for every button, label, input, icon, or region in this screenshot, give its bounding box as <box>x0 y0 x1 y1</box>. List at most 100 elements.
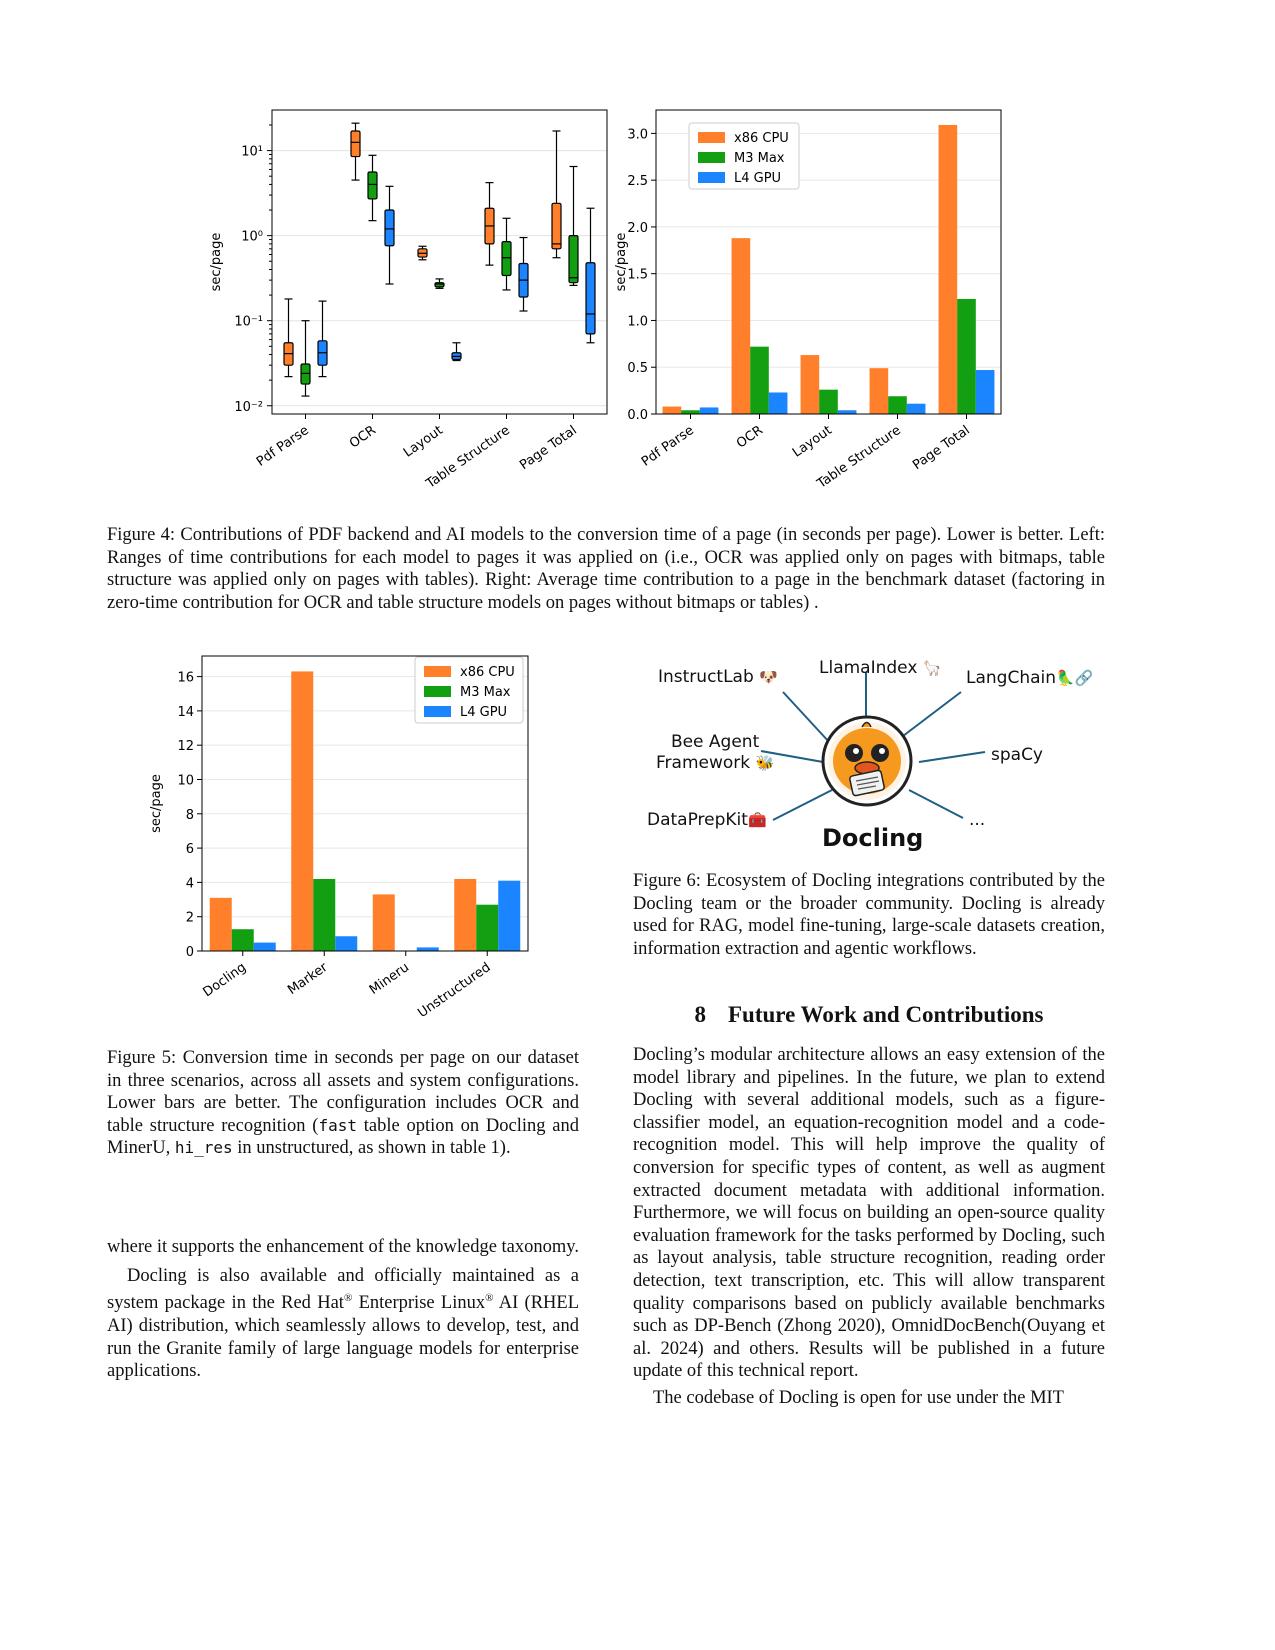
bar-m3-max <box>681 410 700 414</box>
ecosystem-connector-lines <box>760 672 986 821</box>
box-x86-cpu <box>551 202 562 250</box>
y-tick-label: 2 <box>186 911 194 926</box>
bar-l4-gpu <box>837 410 857 414</box>
y-tick-label: 8 <box>186 808 194 823</box>
figure5-caption-code-hires: hi_res <box>174 1138 233 1158</box>
x-tick-label: Pdf Parse <box>254 423 312 470</box>
left-paragraph-2-a: Docling is also available and officially… <box>107 1265 579 1314</box>
legend-swatch <box>424 666 451 677</box>
legend-label: L4 GPU <box>734 171 781 186</box>
bar-l4-gpu <box>975 370 995 414</box>
x-tick-label: Docling <box>200 960 249 1000</box>
x-tick-label: Marker <box>285 960 331 998</box>
figure5-caption-text-pre: Figure 5: Conversion time in seconds per… <box>107 1048 579 1136</box>
section8-paragraph-1: Docling’s modular architecture allows an… <box>633 1045 1105 1382</box>
bar-m3-max <box>231 929 254 951</box>
docling-center-label: Docling <box>822 824 924 852</box>
figure5-caption-text-mid: table option on Docling and MinerU, <box>107 1115 579 1159</box>
bee-icon: 🐝 <box>755 754 775 772</box>
legend-swatch <box>424 686 451 697</box>
bar-m3-max <box>313 878 336 951</box>
legend-swatch <box>698 132 725 143</box>
left-paragraph-2-b: Enterprise Linux <box>352 1293 486 1314</box>
bar-l4-gpu <box>699 407 719 414</box>
parrot-link-icon: 🦜🔗 <box>1056 669 1094 687</box>
registered-mark-2: ® <box>485 1292 494 1305</box>
bar-m3-max <box>957 298 976 414</box>
x-tick-label: OCR <box>734 423 766 452</box>
section8-text: Docling’s modular architecture allows an… <box>633 1044 1105 1410</box>
y-tick-label: 3.0 <box>627 127 648 142</box>
y-tick-label: 1.0 <box>627 314 648 329</box>
bar-x86-cpu <box>869 368 889 414</box>
y-tick-label: 0.0 <box>627 408 648 423</box>
left-paragraph-2: Docling is also available and officially… <box>107 1265 579 1383</box>
bar-x86-cpu <box>372 894 395 951</box>
bar-x86-cpu <box>800 355 820 414</box>
y-tick-label: 0.5 <box>627 361 648 376</box>
bee-agent-line2: Framework <box>656 753 751 773</box>
x-tick-label: Pdf Parse <box>639 423 697 470</box>
y-axis-label: sec/page <box>209 233 224 292</box>
bar-l4-gpu <box>768 392 788 414</box>
integration-langchain: LangChain🦜🔗 <box>966 668 1094 688</box>
dog-icon: 🐶 <box>759 668 778 686</box>
legend-swatch <box>698 172 725 183</box>
y-tick-label: 10 <box>177 773 194 788</box>
legend-label: M3 Max <box>734 151 785 166</box>
left-paragraph-2-c: AI (RHEL AI) distribution, which seamles… <box>107 1293 579 1382</box>
bar-l4-gpu <box>416 947 439 951</box>
y-tick-label: 10⁻² <box>234 400 263 415</box>
x-tick-label: Page Total <box>517 423 580 473</box>
x-tick-label: OCR <box>347 423 379 452</box>
section-number: 8 <box>694 1002 707 1027</box>
legend-label: M3 Max <box>460 685 511 700</box>
box-x86-cpu <box>350 130 361 158</box>
y-tick-label: 10¹ <box>241 145 263 160</box>
y-tick-label: 16 <box>177 671 194 686</box>
legend-swatch <box>424 706 451 717</box>
bar-l4-gpu <box>498 880 521 951</box>
x-tick-label: Layout <box>401 423 446 461</box>
bar-l4-gpu <box>335 936 358 951</box>
section8-paragraph-2: The codebase of Docling is open for use … <box>653 1387 1064 1408</box>
llama-icon: 🦙 <box>922 659 942 677</box>
registered-mark-1: ® <box>343 1292 353 1305</box>
bar-m3-max <box>888 396 907 414</box>
figure5-caption-code-fast: fast <box>318 1115 357 1135</box>
box-m3-max <box>434 282 445 288</box>
plot-frame <box>271 109 608 415</box>
bar-l4-gpu <box>253 942 276 951</box>
y-tick-label: 10⁰ <box>241 230 263 245</box>
y-axis-label: sec/page <box>149 774 164 833</box>
y-tick-label: 14 <box>177 705 194 720</box>
bar-x86-cpu <box>454 878 477 951</box>
y-tick-label: 12 <box>177 739 194 754</box>
plot-frame <box>201 655 529 952</box>
integration-spacy: spaCy <box>991 745 1043 765</box>
figure6-ecosystem-diagram: Docling InstructLab 🐶 LlamaIndex 🦙 LangC… <box>633 648 1105 858</box>
x-tick-label: Layout <box>790 423 835 461</box>
legend-swatch <box>698 152 725 163</box>
figure5-barchart: 0 2 4 6 8 10 12 14 16 Docling Marker Mineru Unstruct… <box>149 655 529 1021</box>
y-tick-label: 1.5 <box>627 268 648 283</box>
bar-m3-max <box>819 389 838 414</box>
figure5-caption: Figure 5: Conversion time in seconds per… <box>107 1047 579 1160</box>
section-heading: 8 Future Work and Contributions <box>633 1002 1105 1028</box>
integration-llamaindex: LlamaIndex 🦙 <box>819 658 942 678</box>
left-paragraph-1: where it supports the enhancement of the… <box>107 1237 579 1257</box>
integration-bee-agent-framework: Bee Agent Framework 🐝 <box>656 732 774 774</box>
bar-x86-cpu <box>291 671 314 951</box>
y-tick-label: 4 <box>186 876 194 891</box>
y-axis-label: sec/page <box>614 233 629 292</box>
plot-frame <box>655 109 1002 415</box>
legend-label: x86 CPU <box>734 131 789 146</box>
y-tick-label: 6 <box>186 842 194 857</box>
y-tick-label: 2.5 <box>627 174 648 189</box>
integration-dataprepkit: DataPrepKit🧰 <box>647 810 767 830</box>
bar-m3-max <box>476 904 499 951</box>
docling-duck-logo <box>821 715 913 807</box>
y-tick-label: 0 <box>186 945 194 960</box>
